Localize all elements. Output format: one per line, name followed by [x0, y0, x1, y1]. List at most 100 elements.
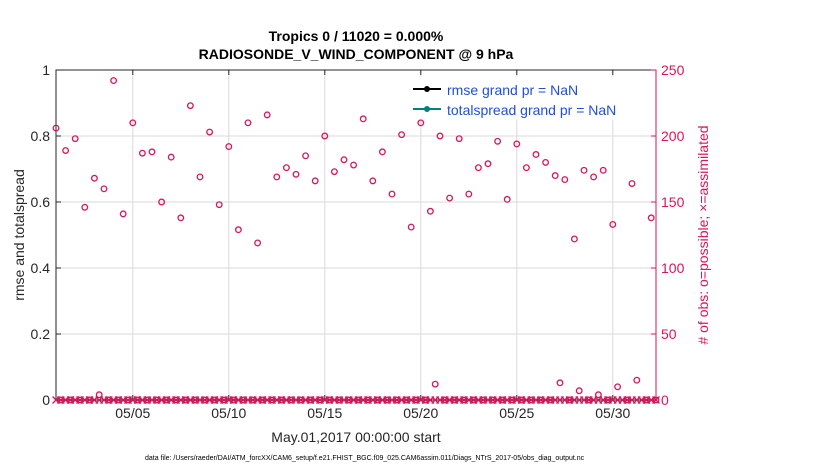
possible-marker — [273, 173, 281, 181]
right-y-axis: 0 50 100 150 200 250 — [651, 62, 685, 408]
x-tick-label: 05/05 — [115, 405, 150, 421]
possible-marker — [614, 383, 622, 391]
possible-marker — [455, 135, 463, 143]
possible-marker — [436, 132, 444, 140]
left-y-tick-label: 0 — [42, 392, 50, 408]
possible-marker — [556, 379, 564, 387]
possible-marker — [158, 198, 166, 206]
possible-marker — [335, 396, 343, 404]
possible-marker — [422, 396, 430, 404]
possible-marker — [306, 396, 314, 404]
possible-marker — [230, 396, 238, 404]
possible-marker — [110, 77, 118, 85]
data-file-footnote: data file: /Users/raeder/DAI/ATM_forcXX/… — [145, 455, 585, 462]
left-y-tick-label: 0.8 — [31, 128, 51, 144]
x-axis: 05/05 05/10 05/15 05/20 05/25 05/30 — [115, 70, 631, 421]
possible-marker — [114, 396, 122, 404]
possible-marker — [412, 396, 420, 404]
possible-marker — [450, 396, 458, 404]
possible-marker — [182, 396, 190, 404]
possible-marker — [474, 164, 482, 172]
plot-marks — [52, 77, 660, 404]
possible-marker — [167, 153, 175, 161]
legend-rmse-marker — [424, 86, 430, 92]
possible-marker — [378, 148, 386, 156]
possible-marker — [225, 143, 233, 151]
left-y-tick-label: 0.6 — [31, 194, 51, 210]
possible-marker — [570, 235, 578, 243]
possible-marker — [383, 396, 391, 404]
right-y-tick-label: 150 — [661, 194, 685, 210]
possible-marker — [201, 396, 209, 404]
possible-marker — [417, 119, 425, 127]
possible-marker — [316, 396, 324, 404]
possible-marker — [52, 124, 60, 132]
possible-marker — [465, 190, 473, 198]
possible-marker — [522, 164, 530, 172]
possible-marker — [321, 132, 329, 140]
possible-marker — [220, 396, 228, 404]
right-y-tick-label: 100 — [661, 260, 685, 276]
possible-marker — [345, 396, 353, 404]
possible-marker — [249, 396, 257, 404]
possible-marker — [642, 396, 650, 404]
possible-marker — [162, 396, 170, 404]
possible-marker — [489, 396, 497, 404]
possible-marker — [206, 128, 214, 136]
legend-spread-marker — [424, 106, 430, 112]
possible-marker — [282, 164, 290, 172]
possible-marker — [254, 239, 262, 247]
possible-marker — [407, 223, 415, 231]
possible-marker — [278, 396, 286, 404]
possible-marker — [62, 147, 70, 154]
legend-spread-label: totalspread grand pr = NaN — [447, 102, 616, 118]
possible-marker — [652, 396, 660, 404]
right-y-tick-label: 200 — [661, 128, 685, 144]
legend-box — [408, 76, 646, 120]
chart-subtitle: RADIOSONDE_V_WIND_COMPONENT @ 9 hPa — [199, 46, 514, 62]
possible-marker — [364, 396, 372, 404]
possible-marker — [498, 396, 506, 404]
possible-marker — [628, 180, 636, 187]
possible-marker — [153, 396, 161, 404]
x-axis-label: May.01,2017 00:00:00 start — [271, 429, 441, 445]
possible-marker — [177, 214, 185, 222]
possible-marker — [129, 119, 137, 127]
right-y-tick-label: 0 — [661, 392, 669, 408]
possible-marker — [172, 396, 180, 404]
possible-marker — [326, 396, 334, 404]
left-y-tick-label: 0.2 — [31, 326, 51, 342]
possible-marker — [81, 203, 89, 211]
possible-marker — [258, 396, 266, 404]
possible-marker — [508, 396, 516, 404]
possible-marker — [393, 396, 401, 404]
possible-marker — [575, 387, 583, 395]
possible-marker — [119, 210, 127, 218]
possible-marker — [268, 396, 276, 404]
possible-marker — [234, 226, 242, 234]
possible-marker — [191, 396, 199, 404]
possible-marker — [551, 172, 559, 180]
possible-marker — [470, 396, 478, 404]
possible-marker — [599, 166, 607, 174]
possible-marker — [609, 220, 617, 228]
possible-marker — [186, 102, 194, 110]
possible-marker — [388, 190, 396, 198]
possible-marker — [494, 137, 502, 145]
possible-marker — [350, 161, 358, 169]
possible-marker — [537, 396, 545, 404]
possible-marker — [561, 176, 569, 184]
possible-marker — [244, 119, 252, 127]
legend-rmse-label: rmse grand pr = NaN — [447, 82, 578, 98]
possible-marker — [431, 380, 439, 388]
right-y-tick-label: 50 — [661, 326, 677, 342]
left-y-axis-label: rmse and totalspread — [11, 169, 27, 301]
possible-marker — [527, 396, 535, 404]
possible-marker — [143, 396, 151, 404]
possible-marker — [441, 396, 449, 404]
possible-marker — [398, 131, 406, 139]
possible-marker — [647, 214, 655, 222]
possible-marker — [138, 149, 146, 157]
